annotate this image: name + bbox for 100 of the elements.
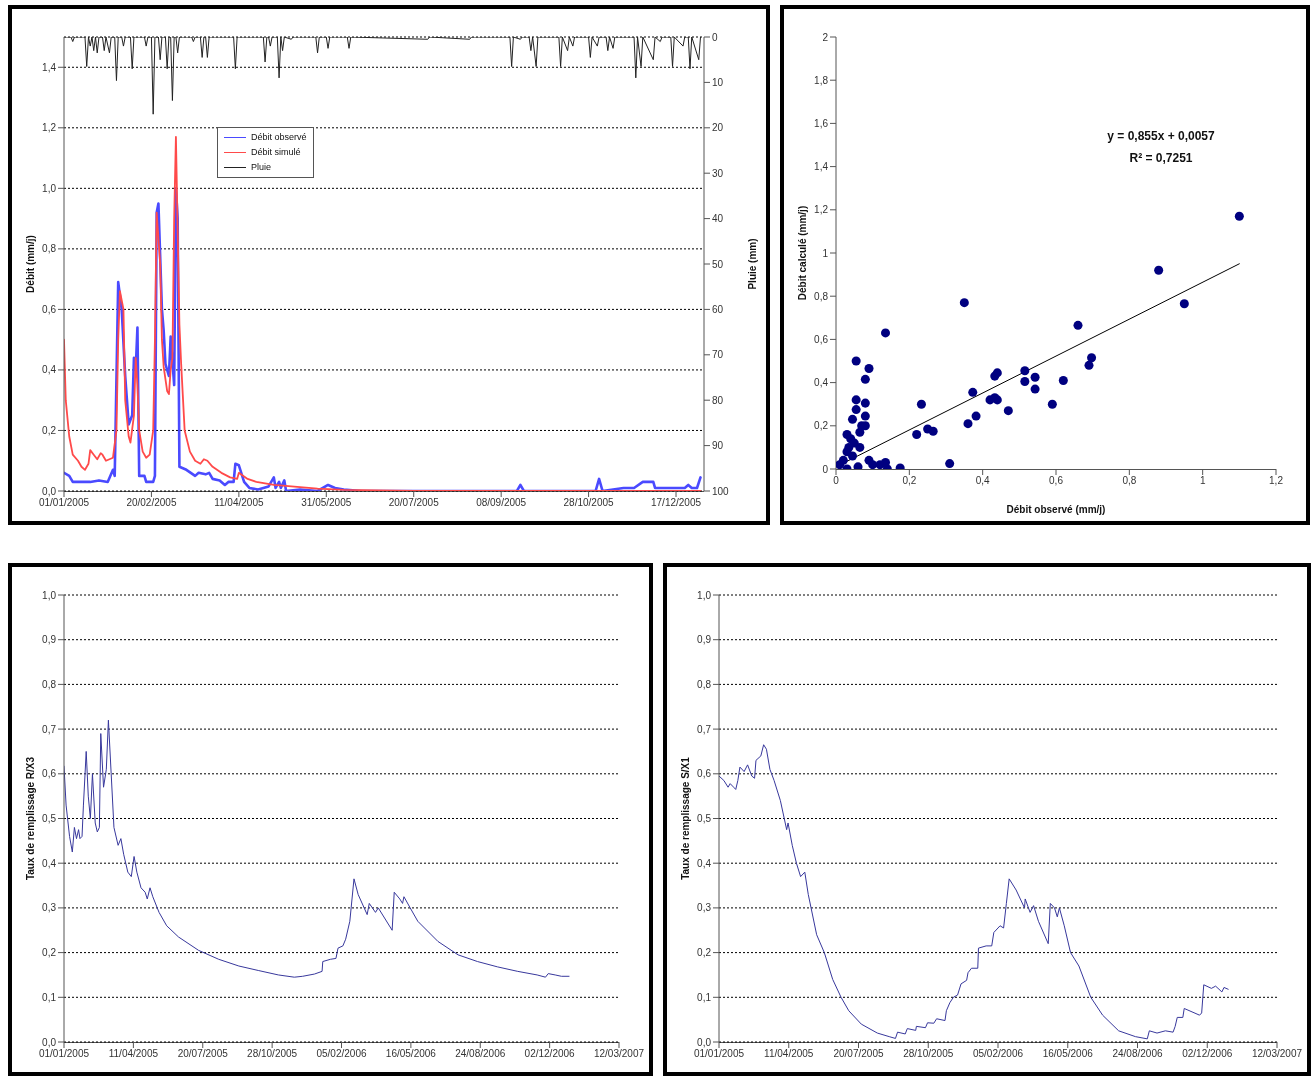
x-tick-label: 0,6	[1049, 475, 1064, 487]
x-tick-label: 02/12/2006	[524, 1048, 576, 1060]
y-tick-label: 0,1	[697, 991, 712, 1003]
point	[912, 429, 922, 439]
y-tick-label: 0,8	[42, 243, 57, 255]
y-tick-label: 0,8	[697, 678, 712, 690]
point	[1020, 377, 1030, 387]
y-tick-label: 0,8	[42, 678, 57, 690]
y2-tick-label: 90	[712, 440, 724, 452]
point	[1179, 299, 1189, 309]
y-tick-label: 0,7	[697, 723, 712, 735]
y-axis-title: Taux de remplissage R/X3	[24, 756, 36, 881]
point	[860, 398, 870, 408]
y-tick-label: 0,4	[814, 377, 829, 389]
y-tick-label: 1	[822, 247, 829, 259]
point	[1003, 406, 1013, 416]
point	[855, 442, 865, 452]
y2-tick-label: 100	[712, 485, 730, 497]
y-tick-label: 0,6	[814, 333, 829, 345]
point	[1234, 211, 1244, 221]
y-tick-label: 0,0	[42, 485, 57, 497]
point	[880, 328, 891, 338]
x-tick-label: 12/03/2007	[593, 1048, 645, 1060]
x-tick-label: 17/12/2005	[650, 497, 702, 509]
y-tick-label: 0,6	[42, 303, 57, 315]
y-tick-label: 2	[822, 31, 829, 43]
y-tick-label: 0,5	[42, 813, 57, 825]
x-tick-label: 05/02/2006	[316, 1048, 367, 1060]
legend-label: Pluie	[251, 161, 272, 174]
x-tick-label: 11/04/2005	[764, 1048, 814, 1060]
point	[1030, 384, 1040, 394]
x-tick-label: 01/01/2005	[38, 1048, 90, 1060]
y2-tick-label: 50	[712, 258, 724, 270]
x-tick-label: 20/07/2005	[833, 1048, 884, 1060]
point	[860, 411, 870, 421]
legend-label: Débit simulé	[251, 146, 301, 159]
y2-tick-label: 80	[712, 394, 724, 406]
point	[1058, 375, 1068, 385]
point	[1020, 366, 1030, 376]
x-tick-label: 31/05/2005	[301, 497, 352, 509]
x-tick-label: 20/07/2005	[177, 1048, 229, 1060]
y2-tick-label: 10	[712, 76, 724, 88]
y-tick-label: 0,4	[42, 857, 57, 869]
y-tick-label: 0,9	[697, 634, 712, 646]
x-tick-label: 01/01/2005	[38, 497, 90, 509]
x-tick-label: 0,4	[975, 475, 991, 487]
point	[851, 395, 861, 405]
x-tick-label: 01/01/2005	[693, 1048, 745, 1060]
point	[836, 460, 845, 469]
x-tick-label: 1	[1199, 475, 1206, 487]
y-tick-label: 0,0	[697, 1036, 712, 1048]
x-axis-title: Débit observé (mm/j)	[1006, 504, 1106, 515]
y-tick-label: 0,5	[697, 813, 712, 825]
x-tick-label: 20/07/2005	[388, 497, 440, 509]
point	[971, 411, 981, 421]
point	[853, 462, 863, 469]
y-tick-label: 0,3	[42, 902, 57, 914]
point	[868, 460, 878, 469]
x-tick-label: 05/02/2006	[972, 1048, 1024, 1060]
x-tick-label: 16/05/2006	[385, 1048, 437, 1060]
y-tick-label: 0,9	[42, 634, 57, 646]
point	[1084, 360, 1094, 370]
x-tick-label: 12/03/2007	[1251, 1048, 1303, 1060]
point	[864, 364, 874, 374]
x-tick-label: 1,2	[1269, 475, 1284, 487]
point	[855, 427, 865, 437]
point	[959, 298, 969, 308]
y-tick-label: 1,4	[814, 161, 829, 173]
y-tick-label: 0,2	[42, 425, 57, 437]
y-tick-label: 1,0	[42, 182, 57, 194]
point	[851, 405, 861, 415]
y2-tick-label: 40	[712, 213, 724, 225]
x-tick-label: 08/09/2005	[476, 497, 527, 509]
x-tick-label: 0	[833, 475, 840, 487]
x-tick-label: 28/10/2005	[247, 1048, 298, 1060]
y-tick-label: 0,2	[697, 947, 712, 959]
y-tick-label: 1,0	[697, 589, 712, 601]
y-axis-title: Débit calculé (mm/j)	[796, 205, 808, 301]
point	[1087, 353, 1097, 363]
point	[860, 374, 870, 384]
point	[851, 356, 861, 366]
y2-axis-title: Pluie (mm)	[746, 238, 758, 290]
y-tick-label: 1,2	[42, 122, 57, 134]
annotation: y = 0,855x + 0,0057	[1106, 129, 1216, 143]
x-tick-label: 28/10/2005	[903, 1048, 954, 1060]
y-tick-label: 1,6	[814, 117, 829, 129]
x-tick-label: 16/05/2006	[1042, 1048, 1094, 1060]
y-tick-label: 0,2	[814, 420, 829, 432]
x-tick-label: 20/02/2005	[126, 497, 177, 509]
point	[928, 426, 938, 436]
y-tick-label: 0,4	[42, 364, 57, 376]
y-tick-label: 0	[822, 463, 829, 475]
x-tick-label: 0,8	[1122, 475, 1137, 487]
point	[1073, 320, 1083, 330]
point	[963, 419, 973, 429]
y-tick-label: 0,6	[697, 768, 712, 780]
point	[847, 414, 858, 424]
x-tick-label: 02/12/2006	[1182, 1048, 1233, 1060]
y2-tick-label: 60	[712, 303, 724, 315]
y-axis-title: Débit (mm/j)	[24, 235, 36, 293]
